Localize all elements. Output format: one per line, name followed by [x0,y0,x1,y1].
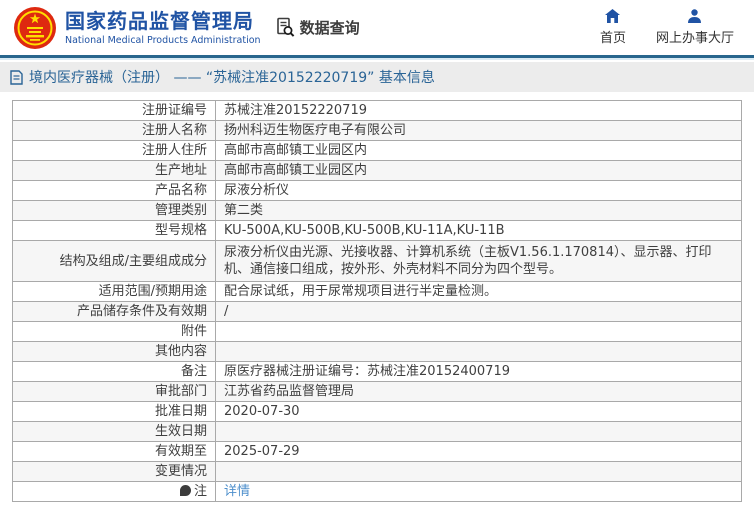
data-query-menu[interactable]: 数据查询 [275,17,360,38]
row-value: / [215,301,742,322]
row-value: 2020-07-30 [215,401,742,422]
row-value: KU-500A,KU-500B,KU-500B,KU-11A,KU-11B [215,220,742,241]
nav-item-service-hall[interactable]: 网上办事大厅 [656,9,734,46]
row-label: 审批部门 [12,381,216,402]
table-row: 批准日期 2020-07-30 [12,401,742,422]
row-value [215,341,742,362]
table-row: 型号规格 KU-500A,KU-500B,KU-500B,KU-11A,KU-11… [12,220,742,241]
row-label: 生效日期 [12,421,216,442]
table-row: 结构及组成/主要组成成分 尿液分析仪由光源、光接收器、计算机系统（主板V1.56.… [12,240,742,282]
note-bubble-icon [179,485,191,496]
row-value: 原医疗器械注册证编号：苏械注准20152400719 [215,361,742,382]
registration-info-table: 注册证编号 苏械注准20152220719 注册人名称 扬州科迈生物医疗电子有限公司… [12,100,742,502]
table-row: 产品储存条件及有效期 / [12,301,742,322]
nav-item-home[interactable]: 首页 [600,9,626,46]
site-brand: 国家药品监督管理局 National Medical Products Admi… [65,8,261,46]
row-value [215,421,742,442]
site-header: 国家药品监督管理局 National Medical Products Admi… [0,0,754,55]
nav-hall-label: 网上办事大厅 [655,31,734,46]
header-divider [0,55,754,58]
row-label: 附件 [12,321,216,342]
national-emblem-icon [14,6,56,49]
row-label: 生产地址 [12,160,216,181]
table-row: 生效日期 [12,421,742,442]
nav-home-label: 首页 [599,31,626,46]
table-row: 产品名称 尿液分析仪 [12,180,742,201]
site-subtitle: National Medical Products Administration [65,34,261,46]
table-row: 备注 原医疗器械注册证编号：苏械注准20152400719 [12,361,742,382]
table-row: 管理类别 第二类 [12,200,742,221]
row-value: 扬州科迈生物医疗电子有限公司 [215,120,742,141]
table-row: 审批部门 江苏省药品监督管理局 [12,381,742,402]
row-value: 苏械注准20152220719 [215,100,742,121]
row-label: 有效期至 [12,441,216,462]
table-row: 生产地址 高邮市高邮镇工业园区内 [12,160,742,181]
row-value: 高邮市高邮镇工业园区内 [215,140,742,161]
row-label: 型号规格 [12,220,216,241]
page-title: 境内医疗器械（注册） —— “苏械注准20152220719” 基本信息 [29,70,435,86]
table-row: 适用范围/预期用途 配合尿试纸，用于尿常规项目进行半定量检测。 [12,281,742,302]
row-label: 适用范围/预期用途 [12,281,216,302]
row-value: 尿液分析仪由光源、光接收器、计算机系统（主板V1.56.1.170814）、显示… [215,240,742,282]
row-label: 产品名称 [12,180,216,201]
row-value: 配合尿试纸，用于尿常规项目进行半定量检测。 [215,281,742,302]
row-value: 2025-07-29 [215,441,742,462]
row-label: 产品储存条件及有效期 [12,301,216,322]
data-query-label: 数据查询 [299,19,360,37]
header-divider-light [0,58,754,60]
top-nav: 首页 网上办事大厅 [600,9,734,46]
row-value [215,461,742,482]
row-label: 备注 [12,361,216,382]
home-icon [605,9,621,23]
row-label: 批准日期 [12,401,216,422]
document-search-icon [276,17,294,37]
document-icon [10,69,23,85]
row-value: 高邮市高邮镇工业园区内 [215,160,742,181]
table-row: 变更情况 [12,461,742,482]
person-icon [688,9,702,23]
site-title: 国家药品监督管理局 [65,8,254,33]
row-value: 尿液分析仪 [215,180,742,201]
table-row: 注册证编号 苏械注准20152220719 [12,100,742,121]
row-label: 变更情况 [12,461,216,482]
row-label: 其他内容 [12,341,216,362]
row-value [215,321,742,342]
row-label-note: 注 [12,481,216,502]
row-label: 注册人名称 [12,120,216,141]
row-value: 江苏省药品监督管理局 [215,381,742,402]
table-row: 注册人住所 高邮市高邮镇工业园区内 [12,140,742,161]
row-value: 第二类 [215,200,742,221]
row-label: 管理类别 [12,200,216,221]
table-row: 有效期至 2025-07-29 [12,441,742,462]
row-value: 详情 [215,481,742,502]
table-row: 注 详情 [12,481,742,502]
breadcrumb: 境内医疗器械（注册） —— “苏械注准20152220719” 基本信息 [0,62,754,92]
row-label: 注册人住所 [12,140,216,161]
detail-link[interactable]: 详情 [224,484,251,499]
table-row: 其他内容 [12,341,742,362]
table-row: 附件 [12,321,742,342]
row-label: 结构及组成/主要组成成分 [12,240,216,282]
table-row: 注册人名称 扬州科迈生物医疗电子有限公司 [12,120,742,141]
row-label: 注册证编号 [12,100,216,121]
